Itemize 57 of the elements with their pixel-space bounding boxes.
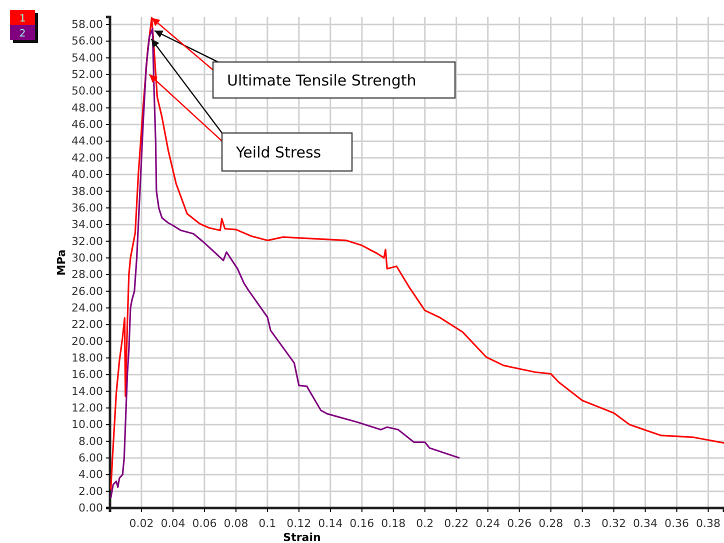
y-tick-label: 0.00 bbox=[78, 502, 103, 515]
y-tick-label: 28.00 bbox=[72, 268, 103, 282]
y-tick-label: 18.00 bbox=[72, 351, 103, 364]
y-tick-label: 12.00 bbox=[72, 401, 103, 414]
x-tick-label: 0.26 bbox=[507, 517, 532, 530]
y-tick-label: 26.00 bbox=[72, 284, 103, 298]
x-tick-label: 0.28 bbox=[538, 517, 564, 530]
x-tick-label: 0.04 bbox=[160, 517, 186, 530]
y-tick-label: 38.00 bbox=[72, 184, 103, 198]
y-tick-label: 16.00 bbox=[72, 368, 103, 382]
y-tick-label: 30.00 bbox=[72, 251, 103, 264]
x-tick-label: 0.24 bbox=[476, 517, 500, 530]
x-tick-label: 0.38 bbox=[696, 517, 721, 530]
y-tick-label: 22.00 bbox=[72, 318, 103, 332]
y-tick-label: 10.00 bbox=[72, 418, 103, 432]
x-tick-label: 0.2 bbox=[416, 517, 434, 530]
y-tick-label: 50.00 bbox=[72, 84, 103, 98]
y-tick-label: 32.00 bbox=[72, 234, 103, 248]
y-tick-label: 40.00 bbox=[72, 168, 103, 182]
x-tick-label: 0.22 bbox=[444, 517, 469, 530]
x-tick-label: 0.1 bbox=[258, 517, 276, 530]
y-tick-label: 56.00 bbox=[72, 34, 103, 48]
x-tick-label: 0.14 bbox=[318, 517, 343, 530]
x-tick-label: 0.02 bbox=[129, 517, 154, 530]
x-tick-label: 0.18 bbox=[381, 517, 406, 530]
y-tick-label: 34.00 bbox=[72, 218, 103, 232]
x-tick-label: 0.08 bbox=[224, 517, 248, 530]
y-tick-label: 20.00 bbox=[72, 334, 103, 348]
x-tick-label: 0.32 bbox=[602, 517, 626, 530]
x-tick-label: 0.36 bbox=[664, 517, 690, 530]
line-series bbox=[110, 28, 460, 499]
annotation: Yeild Stress bbox=[235, 144, 322, 162]
line-series bbox=[110, 17, 724, 490]
x-tick-label: 0.16 bbox=[350, 517, 374, 530]
y-tick-label: 46.00 bbox=[72, 118, 103, 132]
y-tick-label: 44.00 bbox=[72, 134, 103, 148]
y-tick-label: 2.00 bbox=[78, 484, 103, 498]
y-tick-label: 24.00 bbox=[72, 301, 103, 314]
y-axis-title: MPa bbox=[55, 249, 68, 276]
y-tick-label: 6.00 bbox=[78, 452, 103, 465]
y-tick-label: 54.00 bbox=[72, 51, 103, 64]
x-tick-label: 0.06 bbox=[192, 517, 217, 530]
y-tick-label: 4.00 bbox=[78, 468, 103, 482]
y-tick-label: 48.00 bbox=[72, 101, 103, 114]
text: 2 bbox=[19, 28, 26, 40]
x-tick-label: 0.34 bbox=[633, 517, 658, 530]
text: 1 bbox=[19, 14, 26, 24]
y-tick-label: 52.00 bbox=[72, 68, 103, 82]
x-tick-label: 0.12 bbox=[286, 517, 312, 530]
y-tick-label: 36.00 bbox=[72, 201, 103, 214]
y-tick-label: 58.00 bbox=[72, 18, 103, 32]
x-axis-title: Strain bbox=[283, 531, 321, 543]
y-tick-label: 42.00 bbox=[72, 151, 103, 164]
x-tick-label: 0.3 bbox=[574, 517, 592, 530]
annotation: Ultimate Tensile Strength bbox=[227, 72, 416, 90]
y-tick-label: 8.00 bbox=[78, 434, 103, 448]
y-tick-label: 14.00 bbox=[72, 384, 103, 398]
